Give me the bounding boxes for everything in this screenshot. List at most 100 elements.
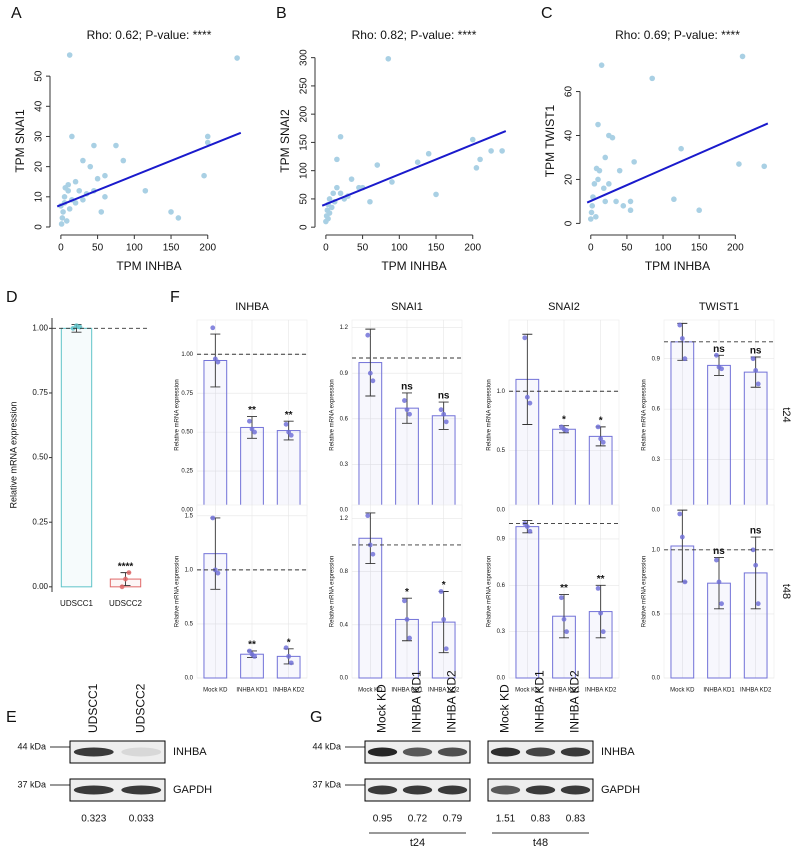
replicate-point (716, 579, 722, 585)
x-tick-label: 50 (92, 243, 104, 254)
replicate-point (247, 418, 252, 424)
y-tick-label: 0 (564, 220, 575, 226)
significance-label: ** (560, 583, 568, 594)
point (326, 210, 333, 216)
chart-title: INHBA (235, 301, 269, 313)
significance-label: ns (750, 346, 762, 357)
point (98, 209, 105, 215)
y-axis-label: Relative mRNA expression (330, 379, 336, 450)
protein-label: INHBA (601, 746, 635, 758)
x-tick-label: 0 (58, 243, 64, 254)
replicate-point (595, 586, 601, 591)
x-tick-label: 100 (391, 243, 408, 254)
band (367, 785, 398, 795)
marker-label: 37 kDa (17, 779, 46, 789)
panel-letter: D (6, 289, 18, 306)
y-tick-label: 1.0 (497, 389, 506, 395)
point (696, 207, 702, 214)
panel-letter: A (11, 5, 22, 22)
y-tick-label: 100 (299, 162, 310, 179)
y-tick-label: 0 (299, 224, 310, 230)
point (66, 206, 73, 212)
y-tick-label: 20 (34, 161, 45, 173)
band (560, 747, 591, 757)
y-tick-label: 0.75 (181, 391, 193, 397)
x-tick-label: 100 (655, 243, 672, 254)
replicate-point (714, 557, 719, 563)
replicate-point (679, 336, 685, 341)
replicate-point (441, 617, 447, 622)
y-tick-label: 150 (299, 134, 310, 151)
y-tick-label: 0.50 (181, 430, 193, 436)
y-tick-label: 60 (564, 86, 575, 98)
band (121, 747, 162, 757)
replicate-point (402, 398, 407, 403)
point (66, 52, 73, 58)
band (490, 747, 521, 757)
y-axis-label: Relative mRNA expression (330, 556, 336, 627)
replicate-point (402, 598, 407, 604)
bar (552, 428, 576, 511)
lane-label: INHBA KD2 (445, 670, 459, 733)
replicate-point (564, 428, 569, 433)
significance-label: ** (248, 405, 256, 416)
point (60, 209, 66, 215)
significance-label: ** (248, 640, 256, 651)
y-tick-label: 0.5 (497, 448, 506, 454)
point (80, 197, 86, 203)
replicate-point (598, 436, 604, 442)
marker-label: 44 kDa (312, 741, 341, 751)
y-axis-label: Relative mRNA expression (642, 556, 648, 627)
replicate-point (755, 381, 761, 387)
replicate-point (441, 411, 447, 417)
point (600, 185, 607, 192)
band (73, 785, 114, 795)
replicate-point (438, 589, 444, 594)
replicate-point (755, 601, 761, 607)
point (374, 162, 381, 168)
y-axis-label: Relative mRNA expression (487, 556, 493, 627)
point (739, 53, 746, 60)
bar (240, 426, 264, 511)
replicate-point (404, 407, 410, 413)
replicate-point (252, 429, 257, 435)
point (69, 133, 75, 140)
replicate-point (600, 439, 606, 445)
replicate-point (123, 576, 128, 582)
point (671, 196, 677, 203)
point (87, 163, 94, 170)
y-tick-label: 0.00 (32, 582, 48, 591)
replicate-point (210, 325, 216, 331)
point (678, 145, 684, 152)
y-tick-label: 0.75 (32, 388, 48, 397)
point (337, 190, 344, 197)
point (595, 176, 601, 183)
bar (276, 430, 301, 511)
y-tick-label: 0.3 (652, 457, 661, 463)
significance-label: **** (118, 561, 134, 572)
x-tick-label: 50 (621, 243, 633, 254)
y-tick-label: 0.00 (181, 508, 193, 514)
point (499, 148, 505, 154)
point (591, 181, 598, 187)
band (525, 785, 556, 795)
replicate-point (750, 356, 756, 362)
point (337, 133, 344, 140)
point (234, 55, 240, 61)
row-label: t48 (780, 584, 792, 599)
point (414, 159, 421, 165)
marker-label: 44 kDa (17, 741, 46, 751)
chart-title: Rho: 0.62; P-value: **** (87, 28, 212, 42)
y-tick-label: 0 (34, 224, 45, 230)
bar (515, 526, 540, 679)
point (588, 209, 595, 216)
y-tick-label: 0.9 (340, 371, 349, 377)
quant-label: 0.83 (566, 814, 586, 825)
fit-line (56, 131, 242, 208)
lane-label: INHBA KD1 (410, 670, 424, 733)
y-tick-label: 0.6 (652, 407, 661, 413)
replicate-point (564, 629, 569, 635)
x-tick-label: 0 (588, 243, 594, 254)
point (168, 209, 174, 215)
band (437, 785, 468, 795)
